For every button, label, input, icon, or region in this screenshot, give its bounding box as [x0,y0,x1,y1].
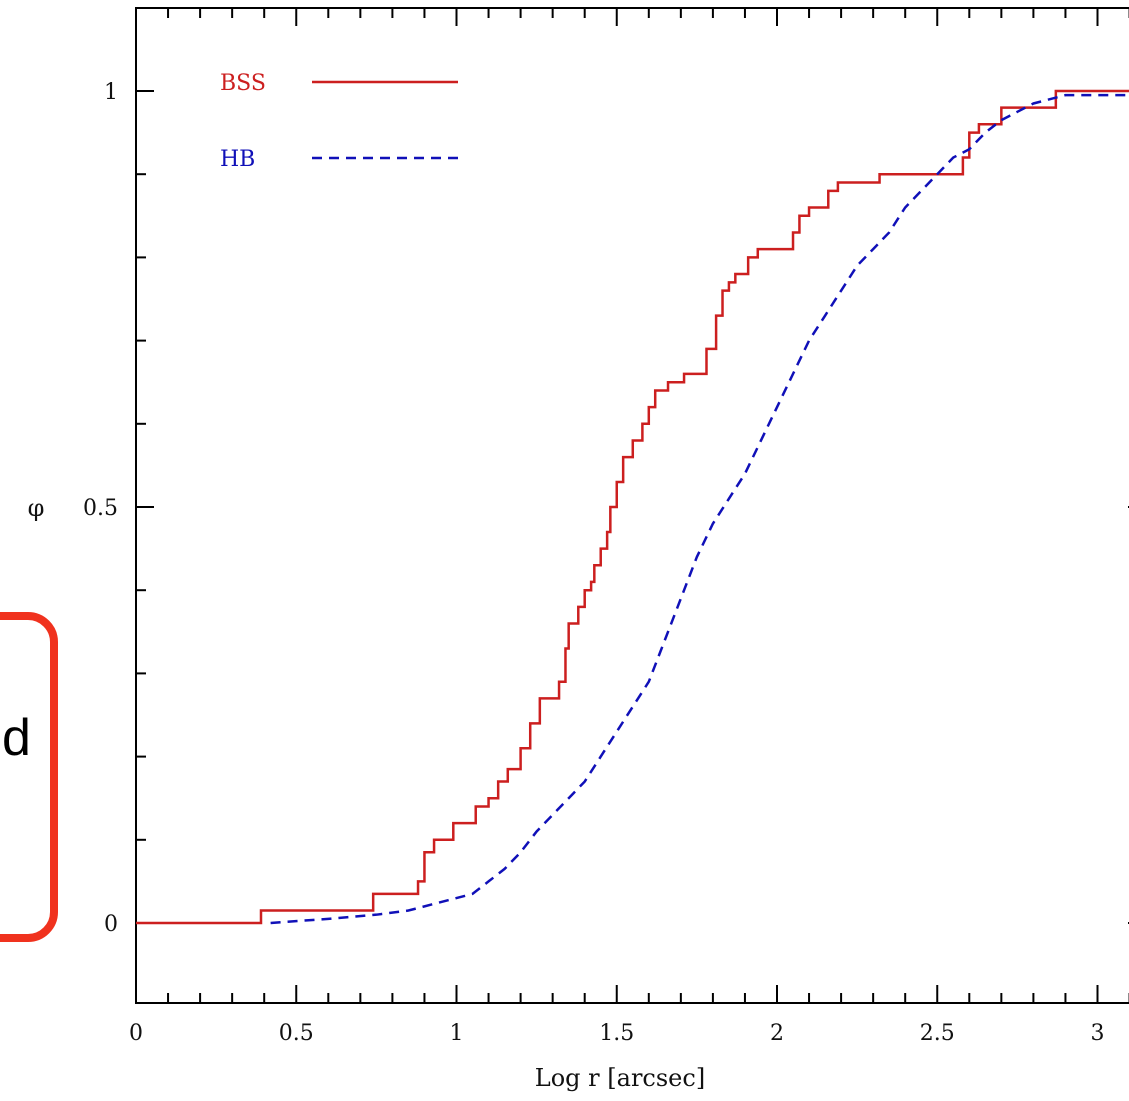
legend-label-hb: HB [220,147,255,172]
x-tick-label: 2.5 [920,1021,955,1046]
callout-box [0,612,58,942]
series-line-bss [136,89,1129,925]
x-tick-label: 1 [450,1021,464,1046]
plot-frame [135,7,1129,1004]
y-axis-ticks: 00.51 [83,80,1129,937]
x-tick-label: 1.5 [599,1021,634,1046]
y-axis-label: φ [28,494,45,522]
callout-text: d [2,709,31,767]
legend-label-bss: BSS [220,71,266,96]
y-tick-label: 0.5 [83,496,118,521]
x-tick-label: 0 [129,1021,143,1046]
y-tick-label: 1 [104,80,118,105]
y-tick-label: 0 [104,912,118,937]
legend: BSS HB [220,71,458,172]
series-line-hb [270,93,1129,925]
series-layer [136,89,1129,925]
x-axis-ticks: 0 0.5 1 1.5 2 2.5 3 [129,8,1129,1046]
x-axis-label: Log r [arcsec] [535,1064,705,1092]
x-tick-label: 3 [1091,1021,1105,1046]
x-tick-label: 0.5 [279,1021,314,1046]
x-tick-label: 2 [770,1021,784,1046]
